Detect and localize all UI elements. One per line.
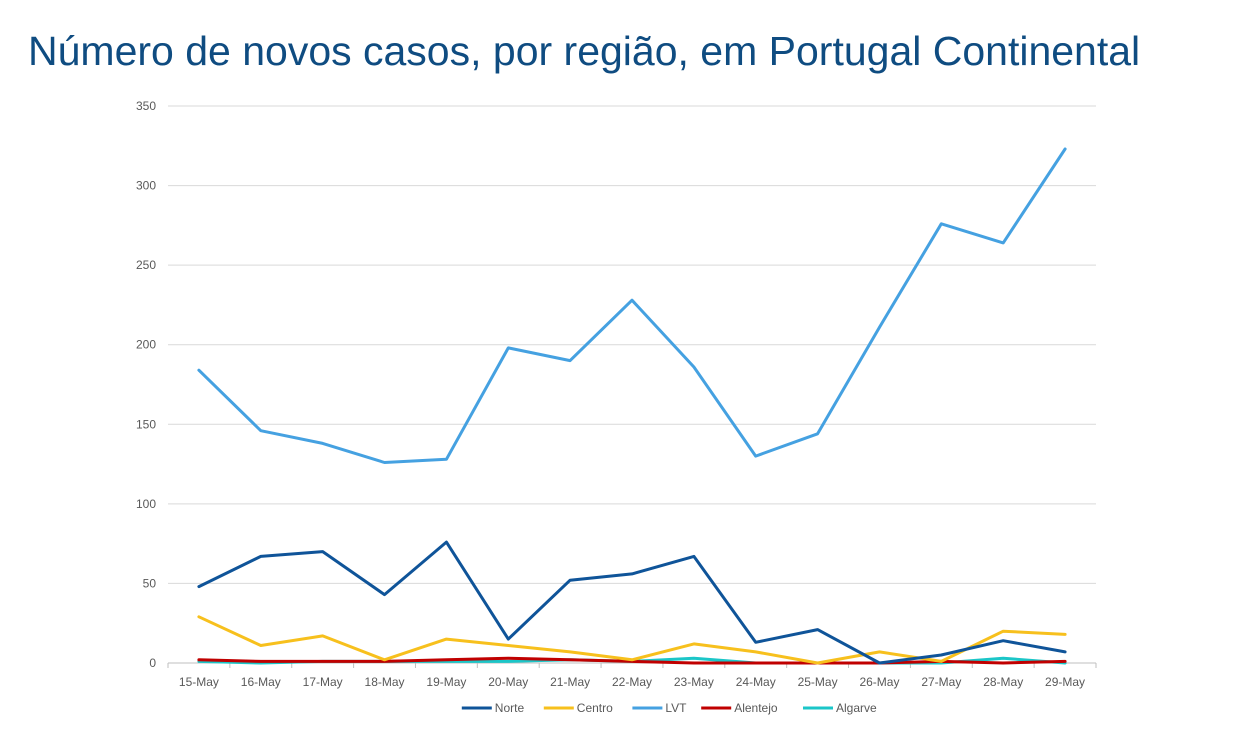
x-tick-label: 23-May	[674, 675, 714, 689]
x-tick-label: 27-May	[921, 675, 961, 689]
gridlines	[168, 105, 1096, 584]
x-tick-label: 29-May	[1045, 675, 1085, 689]
x-tick-label: 20-May	[488, 675, 528, 689]
x-tick-label: 21-May	[550, 675, 590, 689]
x-tick-label: 28-May	[983, 675, 1023, 689]
legend-label: Alentejo	[734, 701, 778, 715]
y-axis: 0 50 100 150 200 250 300 350	[136, 99, 156, 670]
x-tick-label: 18-May	[365, 675, 405, 689]
legend-label: Algarve	[836, 701, 877, 715]
x-tick-label: 22-May	[612, 675, 652, 689]
chart-title: Número de novos casos, por região, em Po…	[28, 28, 1141, 74]
x-axis: 15-May 16-May 17-May 18-May 19-May 20-May 21-M…	[167, 662, 1097, 689]
series-line-norte	[197, 540, 1067, 665]
series-line-alentejo	[197, 656, 1067, 665]
series-line-lvt	[197, 147, 1067, 464]
y-tick-label: 350	[136, 99, 156, 113]
legend-item-algarve: Algarve	[803, 701, 877, 715]
y-tick-label: 200	[136, 338, 156, 352]
y-tick-label: 100	[136, 497, 156, 511]
x-tick-label: 19-May	[426, 675, 466, 689]
x-tick-label: 16-May	[241, 675, 281, 689]
legend-label: LVT	[665, 701, 687, 715]
x-tick-label: 15-May	[179, 675, 219, 689]
y-tick-label: 50	[143, 576, 157, 590]
legend: Norte Centro LVT Alentejo Algarve	[461, 701, 877, 715]
y-tick-label: 0	[149, 656, 156, 670]
y-tick-label: 250	[136, 258, 156, 272]
legend-item-lvt: LVT	[632, 701, 687, 715]
x-tick-label: 25-May	[798, 675, 838, 689]
x-tick-label: 17-May	[303, 675, 343, 689]
y-tick-label: 300	[136, 179, 156, 193]
y-tick-label: 150	[136, 417, 156, 431]
legend-item-norte: Norte	[461, 701, 525, 715]
x-tick-label: 26-May	[859, 675, 899, 689]
series-lines	[197, 147, 1067, 665]
x-tick-label: 24-May	[736, 675, 776, 689]
legend-item-centro: Centro	[543, 701, 613, 715]
legend-item-alentejo: Alentejo	[701, 701, 778, 715]
legend-label: Centro	[577, 701, 613, 715]
legend-label: Norte	[495, 701, 525, 715]
